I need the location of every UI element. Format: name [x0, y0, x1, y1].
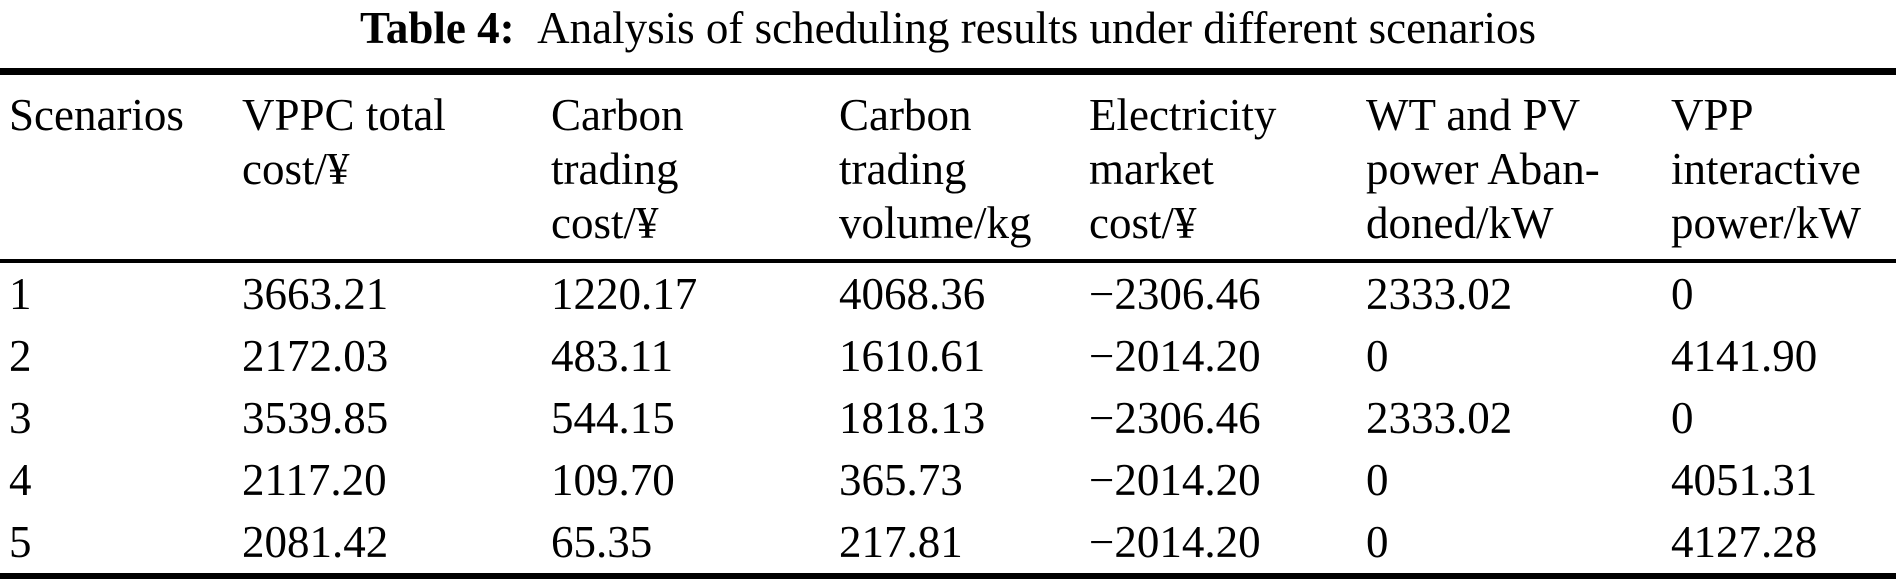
column-header-carbon-trading-cost: Carbon trading cost/¥ [551, 72, 839, 262]
header-line: cost/¥ [242, 144, 350, 194]
table-row-scenario-5: 5 2081.42 65.35 217.81 −2014.20 0 4127.2… [0, 511, 1896, 577]
cell-wt-pv-power-abandoned: 0 [1366, 455, 1389, 505]
cell-carbon-trading-volume: 1610.61 [839, 331, 986, 381]
scheduling-results-table: Scenarios VPPC total cost/¥ Carbon tradi… [0, 68, 1896, 579]
header-line: cost/¥ [1089, 198, 1197, 248]
cell-carbon-trading-cost: 544.15 [551, 393, 675, 443]
cell-scenario: 2 [9, 331, 32, 381]
cell-vpp-interactive-power: 0 [1671, 269, 1694, 319]
header-line: power/kW [1671, 198, 1861, 248]
table-caption-label: Table 4: [359, 3, 515, 53]
cell-carbon-trading-cost: 1220.17 [551, 269, 698, 319]
header-line: interactive [1671, 144, 1861, 194]
cell-scenario: 1 [9, 269, 32, 319]
table-row-scenario-3: 3 3539.85 544.15 1818.13 −2306.46 2333.0… [0, 387, 1896, 449]
column-header-wt-pv-power-abandoned: WT and PV power Aban- doned/kW [1366, 72, 1671, 262]
cell-wt-pv-power-abandoned: 2333.02 [1366, 269, 1513, 319]
header-row: Scenarios VPPC total cost/¥ Carbon tradi… [0, 72, 1896, 262]
column-header-scenarios: Scenarios [0, 72, 242, 262]
cell-wt-pv-power-abandoned: 2333.02 [1366, 393, 1513, 443]
header-line: volume/kg [839, 198, 1032, 248]
column-header-vppc-total-cost: VPPC total cost/¥ [242, 72, 551, 262]
cell-carbon-trading-cost: 483.11 [551, 331, 674, 381]
header-line: trading [839, 144, 967, 194]
header-line: power Aban- [1366, 144, 1600, 194]
table-caption-text: Analysis of scheduling results under dif… [537, 3, 1537, 53]
cell-electricity-market-cost: −2014.20 [1089, 455, 1261, 505]
cell-vppc-total-cost: 2172.03 [242, 331, 389, 381]
cell-vpp-interactive-power: 0 [1671, 393, 1694, 443]
header-line: trading [551, 144, 679, 194]
cell-wt-pv-power-abandoned: 0 [1366, 331, 1389, 381]
cell-carbon-trading-cost: 109.70 [551, 455, 675, 505]
table-caption: Table 4: Analysis of scheduling results … [0, 0, 1896, 56]
cell-electricity-market-cost: −2306.46 [1089, 393, 1261, 443]
header-line: market [1089, 144, 1214, 194]
header-line: Electricity [1089, 90, 1277, 140]
header-line: Carbon [551, 90, 684, 140]
cell-scenario: 4 [9, 455, 32, 505]
cell-vpp-interactive-power: 4141.90 [1671, 331, 1818, 381]
cell-carbon-trading-volume: 4068.36 [839, 269, 986, 319]
cell-wt-pv-power-abandoned: 0 [1366, 517, 1389, 567]
cell-scenario: 5 [9, 517, 32, 567]
cell-vppc-total-cost: 2081.42 [242, 517, 389, 567]
cell-carbon-trading-volume: 217.81 [839, 517, 963, 567]
table-row-scenario-2: 2 2172.03 483.11 1610.61 −2014.20 0 4141… [0, 325, 1896, 387]
column-header-vpp-interactive-power: VPP interactive power/kW [1671, 72, 1896, 262]
table-row-scenario-1: 1 3663.21 1220.17 4068.36 −2306.46 2333.… [0, 261, 1896, 325]
cell-vpp-interactive-power: 4127.28 [1671, 517, 1818, 567]
table-row-scenario-4: 4 2117.20 109.70 365.73 −2014.20 0 4051.… [0, 449, 1896, 511]
cell-electricity-market-cost: −2014.20 [1089, 331, 1261, 381]
column-header-electricity-market-cost: Electricity market cost/¥ [1089, 72, 1366, 262]
cell-vppc-total-cost: 2117.20 [242, 455, 387, 505]
cell-electricity-market-cost: −2306.46 [1089, 269, 1261, 319]
cell-carbon-trading-cost: 65.35 [551, 517, 653, 567]
cell-carbon-trading-volume: 1818.13 [839, 393, 986, 443]
cell-vpp-interactive-power: 4051.31 [1671, 455, 1818, 505]
header-line: Scenarios [9, 90, 184, 140]
header-line: VPP [1671, 90, 1754, 140]
cell-electricity-market-cost: −2014.20 [1089, 517, 1261, 567]
header-line: doned/kW [1366, 198, 1554, 248]
cell-vppc-total-cost: 3663.21 [242, 269, 389, 319]
header-line: cost/¥ [551, 198, 659, 248]
header-line: WT and PV [1366, 90, 1581, 140]
header-line: VPPC total [242, 90, 446, 140]
cell-scenario: 3 [9, 393, 32, 443]
cell-carbon-trading-volume: 365.73 [839, 455, 963, 505]
column-header-carbon-trading-volume: Carbon trading volume/kg [839, 72, 1089, 262]
header-line: Carbon [839, 90, 972, 140]
cell-vppc-total-cost: 3539.85 [242, 393, 389, 443]
